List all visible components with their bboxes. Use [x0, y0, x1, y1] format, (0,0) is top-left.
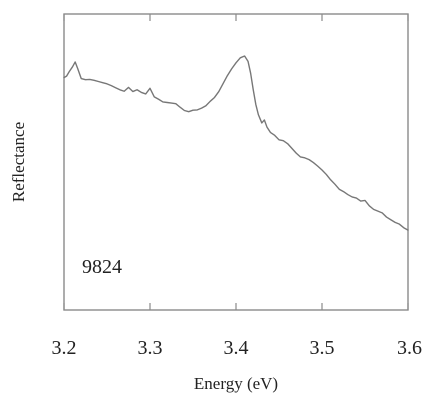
x-axis-ticks: [63, 14, 409, 310]
x-axis-label: Energy (eV): [194, 374, 278, 393]
reflectance-series-line: [63, 55, 409, 231]
y-axis-label: Reflectance: [9, 122, 28, 202]
x-tick-label: 3.5: [310, 337, 335, 359]
x-tick-label: 3.6: [397, 337, 422, 359]
x-tick-label: 3.3: [138, 337, 163, 359]
x-tick-label: 3.2: [52, 337, 77, 359]
sample-annotation: 9824: [82, 256, 122, 278]
x-axis-tick-labels: 3.2 3.3 3.4 3.5 3.6: [52, 337, 423, 359]
x-tick-label: 3.4: [224, 337, 249, 359]
